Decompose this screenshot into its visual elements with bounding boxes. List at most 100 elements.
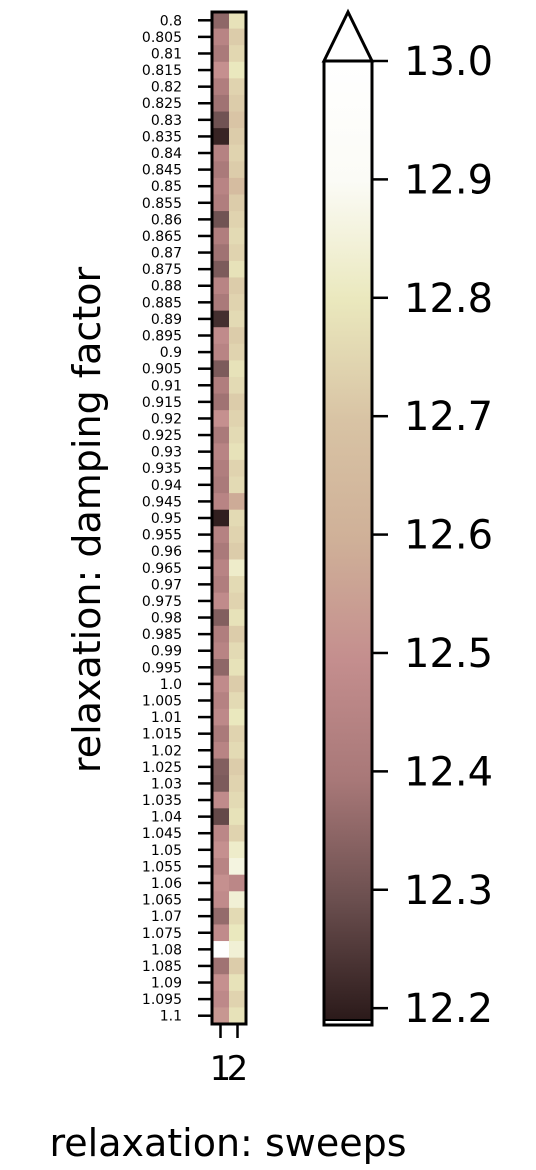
colorbar-tick-label: 12.6: [404, 513, 493, 559]
y-tick-label: 0.96: [151, 544, 182, 560]
heatmap-cell: [229, 393, 247, 411]
heatmap-cell: [229, 941, 247, 959]
heatmap-cell: [229, 45, 247, 63]
y-tick-label: 1.095: [142, 992, 182, 1008]
heatmap-cell: [212, 78, 230, 96]
heatmap-cell: [212, 177, 230, 195]
heatmap-cell: [229, 211, 247, 229]
heatmap-cell: [212, 194, 230, 212]
heatmap-cell: [212, 725, 230, 743]
colorbar-tick-label: 12.7: [404, 394, 493, 440]
y-tick-label: 0.875: [142, 262, 182, 278]
y-tick-label: 0.845: [142, 163, 182, 179]
heatmap-cell: [212, 659, 230, 677]
heatmap-cell: [212, 758, 230, 776]
heatmap-cell: [212, 858, 230, 876]
heatmap-cell: [229, 708, 247, 726]
y-tick-label: 0.92: [151, 411, 182, 427]
y-tick-label: 0.95: [151, 511, 182, 527]
heatmap-cell: [229, 426, 247, 444]
heatmap-cell: [229, 327, 247, 345]
y-tick-label: 0.955: [142, 528, 182, 544]
heatmap-cell: [212, 576, 230, 594]
heatmap-cell: [229, 725, 247, 743]
heatmap-cell: [212, 990, 230, 1008]
heatmap-cells: [212, 12, 247, 1025]
heatmap-cell: [229, 144, 247, 162]
y-tick-label: 1.07: [151, 909, 182, 925]
y-tick-label: 0.94: [151, 478, 182, 494]
heatmap-cell: [212, 675, 230, 693]
heatmap-cell: [229, 161, 247, 179]
y-tick-label: 1.045: [142, 826, 182, 842]
heatmap-cell: [212, 28, 230, 46]
y-tick-label: 1.005: [142, 693, 182, 709]
y-tick-label: 1.085: [142, 959, 182, 975]
y-tick-label: 0.89: [151, 312, 182, 328]
heatmap-cell: [212, 144, 230, 162]
heatmap-cell: [212, 128, 230, 146]
heatmap-cell: [229, 692, 247, 710]
colorbar-tick-label: 13.0: [404, 39, 493, 85]
heatmap-cell: [229, 509, 247, 527]
y-tick-label: 1.02: [151, 743, 182, 759]
heatmap-cell: [212, 360, 230, 378]
heatmap-cell: [212, 824, 230, 843]
y-tick-label: 1.05: [151, 843, 182, 859]
heatmap-cell: [229, 758, 247, 776]
x-axis-ticks: 12: [210, 1024, 248, 1089]
y-tick-label: 0.97: [151, 577, 182, 593]
y-tick-label: 0.915: [142, 395, 182, 411]
heatmap-cell: [212, 625, 230, 643]
colorbar-tick-label: 12.8: [404, 276, 493, 322]
heatmap-cell: [229, 625, 247, 643]
y-tick-label: 0.885: [142, 295, 182, 311]
heatmap-cell: [229, 559, 247, 577]
heatmap-cell: [229, 824, 247, 843]
y-tick-label: 0.87: [151, 246, 182, 262]
heatmap-cell: [212, 211, 230, 229]
heatmap-cell: [212, 559, 230, 577]
heatmap-cell: [212, 808, 230, 826]
y-tick-label: 0.99: [151, 644, 182, 660]
heatmap-cell: [229, 924, 247, 942]
heatmap-cell: [212, 310, 230, 328]
heatmap-cell: [229, 343, 247, 361]
y-tick-label: 0.905: [142, 362, 182, 378]
heatmap-cell: [229, 791, 247, 809]
y-tick-label: 0.9: [160, 345, 182, 361]
heatmap-cell: [229, 194, 247, 212]
heatmap-cell: [212, 227, 230, 245]
heatmap-cell: [212, 542, 230, 560]
y-tick-label: 0.975: [142, 594, 182, 610]
heatmap-cell: [229, 244, 247, 262]
heatmap-cell: [229, 61, 247, 79]
y-tick-label: 1.065: [142, 893, 182, 909]
heatmap-cell: [212, 741, 230, 760]
heatmap-cell: [212, 376, 230, 395]
colorbar-tick-label: 12.9: [404, 157, 493, 203]
heatmap-cell: [229, 410, 247, 428]
heatmap-cell: [229, 907, 247, 925]
heatmap-cell: [229, 1007, 247, 1025]
x-axis-label: relaxation: sweeps: [49, 1121, 406, 1165]
heatmap-cell: [229, 542, 247, 560]
y-tick-label: 0.83: [151, 113, 182, 129]
heatmap-cell: [212, 343, 230, 361]
heatmap-cell: [229, 277, 247, 295]
heatmap-cell: [212, 642, 230, 660]
y-tick-label: 0.91: [151, 378, 182, 394]
y-tick-label: 1.06: [151, 876, 182, 892]
heatmap-cell: [229, 659, 247, 677]
heatmap-cell: [229, 459, 247, 478]
y-tick-label: 0.82: [151, 80, 182, 96]
y-tick-label: 0.865: [142, 229, 182, 245]
colorbar-outline: [322, 61, 374, 1027]
y-tick-label: 0.815: [142, 63, 182, 79]
y-tick-label: 0.995: [142, 660, 182, 676]
y-axis-label: relaxation: damping factor: [65, 267, 109, 774]
heatmap-cell: [212, 609, 230, 627]
heatmap-cell: [229, 642, 247, 660]
heatmap-cell: [212, 111, 230, 129]
y-tick-label: 1.025: [142, 760, 182, 776]
